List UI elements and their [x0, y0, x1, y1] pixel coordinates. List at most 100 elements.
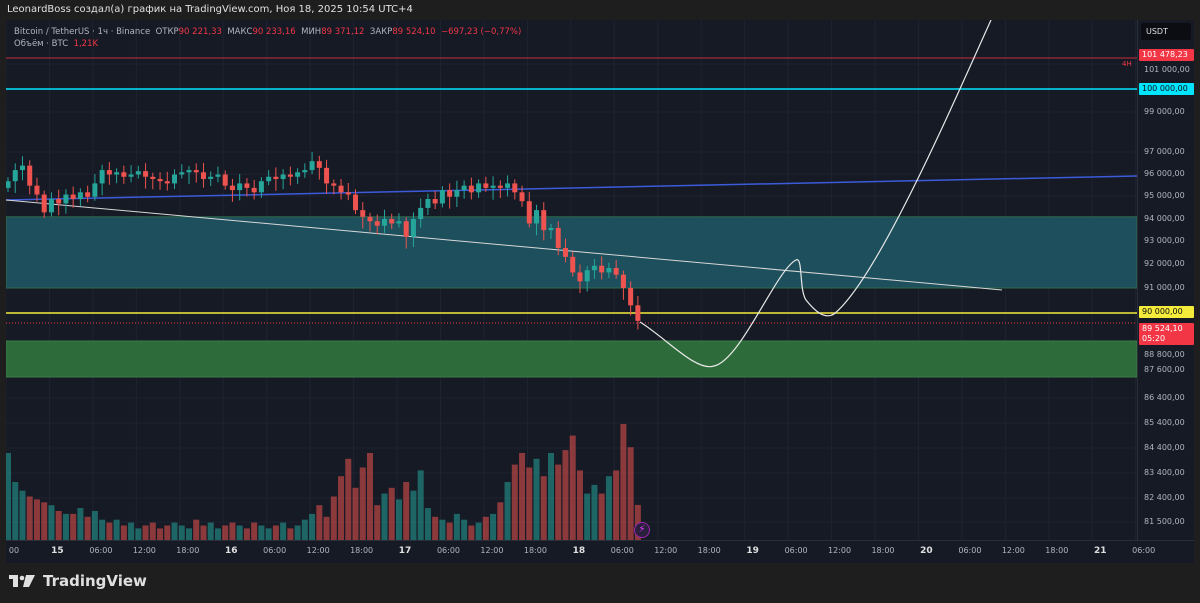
time-label: 18:00 — [350, 546, 374, 555]
volume-bar — [178, 525, 185, 540]
price-axis[interactable]: USDT 101 000,00 99 000,00 97 000,00 96 000,… — [1137, 20, 1194, 540]
projection-path — [639, 20, 992, 368]
candle-body — [208, 176, 214, 179]
volume-bar — [605, 476, 612, 540]
chart-legend: Bitcoin / TetherUS · 1ч · Binance ОТКР90… — [14, 26, 521, 50]
price-label: 96 000,00 — [1144, 169, 1185, 178]
time-label: 06:00 — [263, 546, 287, 555]
candle-body — [367, 216, 373, 222]
candle-body — [179, 172, 185, 175]
candle-body — [353, 194, 359, 211]
volume-bar — [243, 528, 250, 540]
bar-countdown: 05:20 — [1142, 334, 1166, 343]
candle-body — [338, 185, 344, 193]
chart-pane[interactable]: Bitcoin / TetherUS · 1ч · Binance ОТКР90… — [6, 20, 1137, 540]
price-label: 88 800,00 — [1144, 350, 1185, 359]
time-label: 06:00 — [436, 546, 461, 555]
currency-button[interactable]: USDT — [1141, 23, 1191, 40]
yellow-level-tag: 90 000,00 — [1139, 306, 1194, 318]
time-axis[interactable]: 00 15 06:00 12:00 18:00 16 06:00 12:00 18:00 17 06… — [6, 540, 1194, 563]
interval-badge: 4H — [1122, 60, 1132, 68]
candle-body — [41, 194, 47, 213]
candle-body — [381, 219, 387, 226]
candle-body — [237, 183, 243, 191]
volume-bar — [193, 519, 200, 540]
candle-body — [490, 185, 496, 188]
volume-bar — [128, 522, 135, 540]
time-label: 18:00 — [176, 546, 200, 555]
candle-body — [324, 167, 330, 184]
candle-body — [12, 170, 18, 182]
volume-bar — [555, 464, 562, 540]
cyan-level-tag: 100 000,00 — [1139, 83, 1194, 95]
time-label: 00 — [8, 546, 20, 555]
candle-body — [295, 172, 301, 177]
candle-body — [309, 161, 315, 171]
candle-body — [200, 172, 206, 179]
volume-bar — [55, 511, 62, 540]
volume-bar — [12, 482, 19, 540]
candle-body — [106, 170, 112, 175]
candle-body — [229, 185, 235, 191]
volume-bar — [533, 458, 540, 540]
volume-bar — [569, 435, 576, 540]
candle-body — [287, 174, 293, 177]
candle-body — [454, 190, 460, 197]
volume-bar — [598, 493, 605, 540]
candle-body — [143, 171, 149, 177]
candle-body — [497, 185, 503, 188]
open-value: 90 221,33 — [178, 27, 222, 37]
volume-bar — [345, 458, 352, 540]
volume-bar — [432, 516, 439, 540]
close-label: ЗАКР — [369, 27, 393, 37]
volume-bar — [613, 470, 620, 540]
symbol-info[interactable]: Bitcoin / TetherUS · 1ч · Binance — [14, 27, 151, 37]
candle-body — [186, 170, 192, 173]
volume-bar — [251, 522, 258, 540]
lightning-icon[interactable]: ⚡ — [634, 522, 650, 538]
price-label: 85 400,00 — [1144, 418, 1185, 427]
volume-bar — [41, 502, 48, 540]
candle-body — [418, 207, 424, 220]
high-value: 90 233,16 — [252, 27, 296, 37]
volume-bar — [157, 528, 164, 540]
candle-body — [302, 170, 308, 173]
volume-bar — [287, 528, 294, 540]
volume-bar — [214, 528, 221, 540]
volume-bar — [388, 487, 395, 540]
candle-body — [570, 256, 576, 273]
volume-bar — [526, 467, 533, 540]
volume-bar — [309, 513, 316, 540]
author-line: LeonardBoss создал(а) график на TradingV… — [7, 4, 413, 15]
volume-bar — [229, 522, 236, 540]
volume-bar — [142, 525, 149, 540]
candle-body — [6, 181, 11, 188]
candle-body — [425, 199, 431, 208]
volume-bar — [265, 528, 272, 540]
candle-body — [345, 192, 351, 195]
candle-body — [164, 181, 170, 184]
candle-body — [620, 274, 626, 288]
volume-value: 1,21K — [73, 39, 99, 49]
change-value: −697,23 (−0,77%) — [440, 27, 522, 37]
high-label: МАКС — [227, 27, 253, 37]
volume-bar — [323, 516, 330, 540]
volume-bar — [135, 528, 142, 540]
time-label: 15 — [51, 546, 64, 556]
volume-bar — [6, 453, 11, 540]
candle-body — [280, 174, 286, 179]
chart-canvas[interactable] — [6, 20, 1137, 540]
candle-body — [222, 174, 228, 186]
time-label: 12:00 — [654, 546, 678, 555]
candle-body — [447, 190, 453, 197]
tradingview-logo[interactable]: TradingView — [9, 572, 147, 590]
candle-body — [541, 210, 547, 231]
time-label: 06:00 — [610, 546, 634, 555]
candle-body — [331, 183, 337, 186]
volume-bar — [272, 525, 279, 540]
candle-body — [266, 176, 272, 182]
volume-bar — [446, 522, 453, 540]
candle-body — [121, 172, 127, 177]
candle-body — [48, 199, 54, 213]
volume-bar — [439, 519, 446, 540]
